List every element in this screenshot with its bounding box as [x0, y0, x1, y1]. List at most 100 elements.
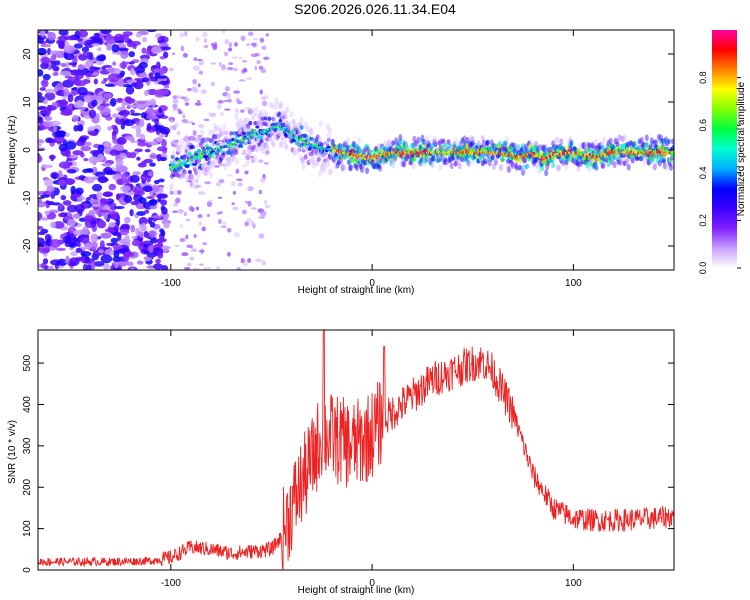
- spectrogram-noise-cell: [62, 200, 72, 206]
- spectrogram-noise-cell: [179, 32, 185, 38]
- spectrogram-ridge-cell: [264, 111, 269, 118]
- spectrogram-noise-cell: [78, 54, 88, 61]
- spectrogram-ridge-cell: [460, 137, 465, 144]
- spectrogram-ridge-cell: [253, 155, 258, 162]
- spectrogram-noise-cell: [114, 40, 125, 44]
- spectrogram-noise-cell: [58, 203, 64, 211]
- spectrogram-ridge-cell: [618, 158, 623, 166]
- spectrogram-ridge-cell: [356, 156, 361, 164]
- spectrogram-ridge-cell: [569, 139, 574, 147]
- colorbar-ticks: 0.0 0.2 0.4 0.6 0.8: [698, 71, 741, 274]
- spectrogram-noise-cell: [73, 124, 79, 132]
- spectrogram-ridge-cell: [557, 164, 562, 172]
- spectrogram-noise-cell: [240, 35, 246, 41]
- spectrogram-ridge-cell: [190, 144, 195, 150]
- spectrogram-noise-cell: [76, 100, 84, 108]
- spectrogram-noise-cell: [90, 209, 97, 214]
- spectrogram-noise-cell: [86, 168, 94, 173]
- spectrogram-ridge-cell: [244, 140, 249, 146]
- spectrogram-noise-cell: [158, 80, 169, 85]
- spectrogram-noise-cell: [235, 168, 240, 174]
- spectrogram-noise-cell: [50, 221, 57, 229]
- spectrogram-ridge-cell: [571, 153, 576, 157]
- spectrogram-noise-cell: [38, 47, 47, 56]
- spectrogram-noise-cell: [125, 261, 134, 267]
- spectrogram-ridge-cell: [260, 116, 265, 121]
- spectrogram-noise-cell: [191, 122, 196, 125]
- spectrogram-ridge-cell: [587, 147, 592, 152]
- spectrogram-noise-cell: [192, 130, 197, 136]
- spectrogram-noise-cell: [221, 64, 226, 69]
- spectrogram-ridge-cell: [195, 164, 199, 171]
- spectrogram-noise-cell: [124, 234, 130, 243]
- spectrogram-ridge-cell: [411, 162, 416, 170]
- spectrogram-noise-cell: [238, 56, 243, 59]
- spectrogram-ridge-cell: [405, 145, 410, 152]
- spectrogram-noise-cell: [106, 67, 115, 73]
- spectrogram-ridge-cell: [343, 139, 348, 147]
- spectrogram-ridge-cell: [318, 120, 323, 128]
- spectrogram-noise-cell: [175, 95, 183, 99]
- spectrogram-noise-cell: [149, 221, 156, 228]
- spectrogram-noise-cell: [149, 238, 159, 244]
- spectrogram-ridge-cell: [583, 141, 588, 149]
- spectrogram-noise-cell: [176, 130, 181, 136]
- spectrogram-ridge-cell: [348, 164, 353, 172]
- spectrogram-noise-cell: [149, 198, 158, 206]
- y-tick-label: 300: [22, 437, 33, 454]
- spectrogram-noise-cell: [171, 52, 176, 56]
- spectrogram-noise-cell: [146, 195, 155, 200]
- spectrogram-noise-cell: [115, 158, 124, 167]
- spectrogram-ridge-cell: [206, 137, 211, 142]
- spectrogram-noise-cell: [67, 218, 77, 227]
- spectrogram-noise-cell: [56, 247, 67, 252]
- colorbar-tick-label: 0.8: [698, 71, 708, 84]
- spectrogram-noise-cell: [102, 191, 113, 197]
- spectrogram-ridge-cell: [594, 165, 599, 171]
- spectrogram-ridge-cell: [321, 166, 326, 174]
- spectrogram-noise-cell: [120, 223, 131, 230]
- spectrogram-ridge-cell: [244, 117, 249, 124]
- spectrogram-noise-cell: [138, 231, 145, 238]
- spectrogram-ridge-cell: [581, 142, 586, 148]
- spectrogram-ridge-cell: [283, 113, 288, 120]
- spectrogram-ridge-cell: [402, 160, 407, 168]
- spectrogram-noise-cell: [105, 116, 113, 121]
- spectrogram-noise-cell: [85, 72, 92, 77]
- spectrogram-ridge-cell: [210, 137, 215, 142]
- spectrogram-ridge-cell: [422, 158, 427, 165]
- spectrogram-ridge-cell: [399, 160, 404, 167]
- spectrogram-noise-cell: [100, 232, 112, 239]
- spectrogram-noise-cell: [172, 108, 179, 112]
- spectrogram-noise-cell: [64, 148, 71, 158]
- spectrogram-noise-cell: [115, 178, 126, 186]
- spectrogram-noise-cell: [158, 186, 164, 193]
- spectrogram-ridge-cell: [465, 159, 470, 165]
- spectrogram-ridge-cell: [622, 160, 627, 167]
- spectrogram-noise-cell: [99, 198, 107, 204]
- spectrogram-ridge-cell: [626, 163, 631, 171]
- snr-marks: [38, 330, 674, 570]
- colorbar: 0.0 0.2 0.4 0.6 0.8 Normalized spectral ampl…: [698, 30, 747, 274]
- spectrogram-noise-cell: [116, 78, 126, 87]
- spectrogram-noise-cell: [91, 183, 103, 192]
- spectrogram-ridge-cell: [211, 129, 216, 135]
- spectrogram-noise-cell: [88, 109, 97, 119]
- spectrogram-ridge-cell: [274, 122, 279, 127]
- spectrogram-noise-cell: [47, 31, 57, 41]
- spectrogram-noise-cell: [234, 108, 239, 113]
- spectrogram-noise-cell: [193, 234, 197, 238]
- spectrogram-noise-cell: [261, 100, 268, 107]
- spectrogram-noise-cell: [41, 79, 49, 88]
- spectrogram-ridge-cell: [345, 145, 350, 150]
- spectrogram-noise-cell: [81, 46, 90, 53]
- spectrogram-ridge-cell: [304, 125, 309, 133]
- spectrogram-ridge-cell: [461, 156, 466, 163]
- spectrogram-ridge-cell: [223, 163, 228, 171]
- spectrogram-noise-cell: [38, 263, 42, 269]
- spectrogram-noise-cell: [250, 221, 255, 226]
- spectrogram-noise-cell: [106, 45, 113, 51]
- spectrogram-noise-cell: [163, 84, 170, 89]
- spectrogram-ridge-cell: [404, 139, 409, 147]
- spectrogram-ridge-cell: [356, 160, 361, 166]
